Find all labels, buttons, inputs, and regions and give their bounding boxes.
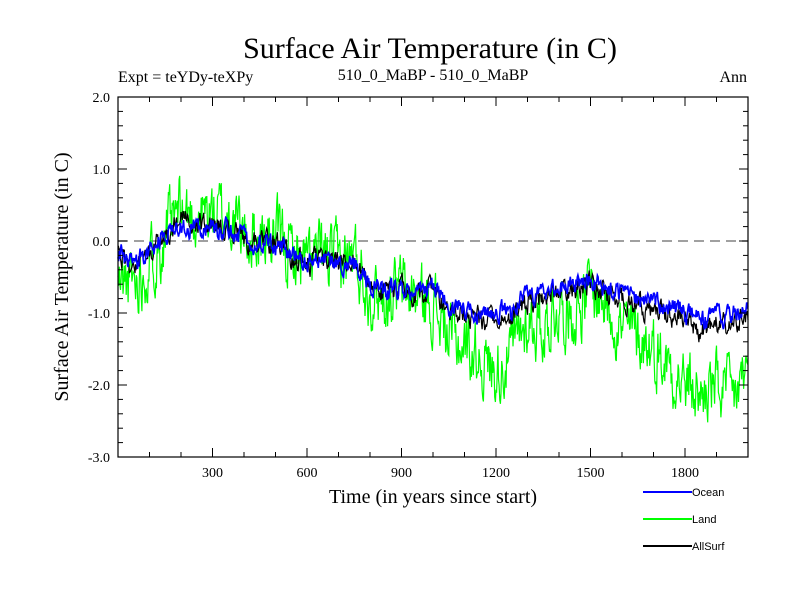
axes-layer: 300 600 900 1200 1500 1800 -3.0 -2.0 -1.0 0.0 1.0 2… xyxy=(88,91,749,481)
plot-frame xyxy=(117,96,749,458)
legend: Ocean Land AllSurf xyxy=(643,487,725,553)
x-axis-label: Time (in years since start) xyxy=(329,486,537,508)
y-tick-label: -2.0 xyxy=(88,379,110,394)
y-tick-label: -1.0 xyxy=(88,307,110,322)
x-tick-label: 1200 xyxy=(482,466,510,481)
legend-label-land: Land xyxy=(692,514,716,526)
x-tick-label: 1800 xyxy=(671,466,699,481)
legend-label-ocean: Ocean xyxy=(692,487,724,499)
series-line-land xyxy=(117,175,749,423)
x-tick-label: 600 xyxy=(297,466,318,481)
y-tick-label: 0.0 xyxy=(93,235,111,250)
y-axis-label: Surface Air Temperature (in C) xyxy=(51,152,73,401)
chart-title: Surface Air Temperature (in C) xyxy=(243,32,617,65)
x-tick-label: 900 xyxy=(391,466,412,481)
chart-subtitle-season: Ann xyxy=(719,69,747,86)
chart-subtitle-experiment: Expt = teYDy-teXPy xyxy=(118,69,253,86)
legend-label-allsurf: AllSurf xyxy=(692,541,725,553)
y-tick-label: -3.0 xyxy=(88,451,110,466)
x-tick-label: 1500 xyxy=(577,466,605,481)
series-layer xyxy=(117,175,749,423)
chart-subtitle-period: 510_0_MaBP - 510_0_MaBP xyxy=(338,67,529,84)
y-tick-label: 1.0 xyxy=(93,163,111,178)
series-line-ocean xyxy=(117,215,749,330)
y-tick-label: 2.0 xyxy=(93,91,111,106)
x-tick-label: 300 xyxy=(202,466,223,481)
